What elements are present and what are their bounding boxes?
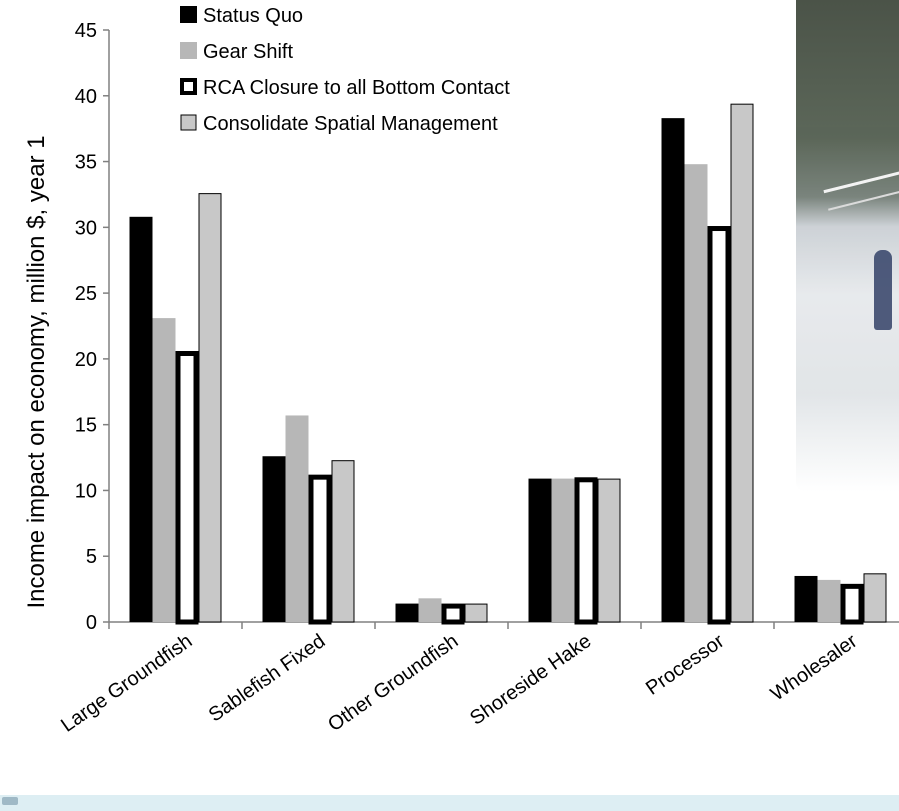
bar <box>661 118 685 623</box>
chart-bars <box>129 103 887 625</box>
legend-swatch <box>180 78 197 95</box>
legend-swatch <box>180 114 197 131</box>
bar <box>817 579 841 622</box>
bar <box>129 216 153 622</box>
bar <box>464 603 488 623</box>
bar <box>528 478 552 622</box>
y-tick-label: 5 <box>86 546 97 568</box>
fishing-boat-photo <box>796 0 899 492</box>
noaa-logo-icon <box>2 797 18 805</box>
legend-label: Consolidate Spatial Management <box>203 113 498 135</box>
chart-legend: Status Quo Gear Shift RCA Closure to all B… <box>180 5 510 135</box>
category-label: Sablefish Fixed <box>205 630 330 726</box>
category-label: Other Groundfish <box>324 630 462 736</box>
y-tick-label: 0 <box>86 612 97 634</box>
bar <box>684 164 708 623</box>
bar <box>574 477 598 625</box>
y-tick-label: 10 <box>75 480 97 502</box>
bar <box>395 603 419 622</box>
y-tick-labels: 0 5 10 15 20 25 30 35 40 45 <box>75 20 97 634</box>
legend-label: RCA Closure to all Bottom Contact <box>203 77 510 99</box>
category-label: Large Groundfish <box>57 630 196 737</box>
category-label: Processor <box>642 630 729 700</box>
bar <box>418 598 442 622</box>
bar <box>285 415 309 622</box>
bar <box>863 573 887 623</box>
chart-axes <box>103 29 899 629</box>
bar <box>441 603 465 625</box>
y-tick-label: 40 <box>75 86 97 108</box>
bar <box>308 474 332 625</box>
y-axis-title: Income impact on economy, million $, yea… <box>23 135 50 608</box>
category-label: Wholesaler <box>767 630 862 706</box>
legend-label: Gear Shift <box>203 41 293 63</box>
fisherman-figure <box>874 250 892 330</box>
bar <box>597 478 621 623</box>
bar <box>551 478 575 622</box>
bar <box>175 350 199 625</box>
bar <box>198 193 222 623</box>
bar <box>730 103 754 623</box>
y-tick-label: 15 <box>75 415 97 437</box>
bar <box>840 583 864 625</box>
y-tick-label: 30 <box>75 217 97 239</box>
legend-label: Status Quo <box>203 5 303 27</box>
bar <box>262 456 286 622</box>
legend-swatch <box>180 6 197 23</box>
legend-swatch <box>180 42 197 59</box>
y-tick-label: 45 <box>75 20 97 42</box>
bar <box>152 318 176 622</box>
y-tick-label: 35 <box>75 152 97 174</box>
bar <box>707 226 731 625</box>
y-tick-label: 25 <box>75 283 97 305</box>
footer-strip <box>0 795 899 811</box>
bar <box>331 460 355 623</box>
y-tick-label: 20 <box>75 349 97 371</box>
category-label: Shoreside Hake <box>466 630 595 730</box>
bar <box>794 575 818 622</box>
